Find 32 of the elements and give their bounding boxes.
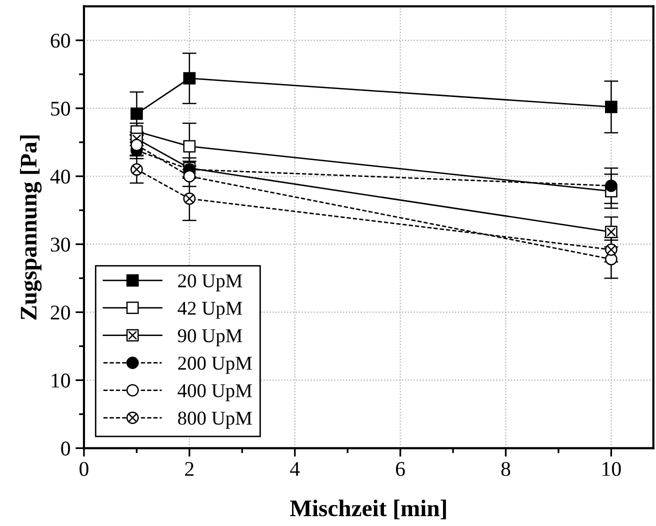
point bbox=[130, 138, 143, 152]
y-tick-label: 40 bbox=[50, 170, 70, 184]
x-tick-label: 6 bbox=[396, 462, 405, 476]
y-tick-label: 20 bbox=[50, 306, 70, 320]
x-tick-label: 10 bbox=[602, 462, 621, 476]
legend-label: 800 UpM bbox=[178, 412, 252, 429]
x-tick-label: 2 bbox=[185, 462, 194, 476]
y-tick-label: 0 bbox=[61, 442, 70, 456]
y-tick-label: 50 bbox=[51, 102, 70, 116]
x-tick-label: 4 bbox=[290, 462, 300, 476]
legend-label: 20 UpM bbox=[178, 274, 242, 292]
point bbox=[605, 226, 618, 238]
y-tick-label: 10 bbox=[52, 374, 70, 388]
x-tick-label: 8 bbox=[501, 462, 510, 476]
point bbox=[183, 170, 196, 182]
x-axis-title: Mischzeit [min] bbox=[290, 500, 446, 520]
point bbox=[605, 180, 618, 192]
legend-label: 90 UpM bbox=[178, 329, 242, 346]
legend-label: 42 UpM bbox=[178, 302, 242, 319]
legend-label: 400 UpM bbox=[178, 384, 252, 402]
point bbox=[183, 72, 196, 85]
legend-label: 200 UpM bbox=[178, 356, 252, 374]
point bbox=[605, 243, 618, 256]
point bbox=[130, 108, 143, 120]
x-tick-label: 0 bbox=[80, 462, 88, 476]
y-tick-label: 60 bbox=[50, 34, 70, 48]
y-axis-title: Zugspannung [Pa] bbox=[20, 135, 42, 320]
point bbox=[130, 163, 143, 176]
y-tick-label: 30 bbox=[50, 238, 70, 252]
point bbox=[183, 140, 196, 153]
point bbox=[183, 192, 196, 205]
point bbox=[605, 100, 618, 114]
